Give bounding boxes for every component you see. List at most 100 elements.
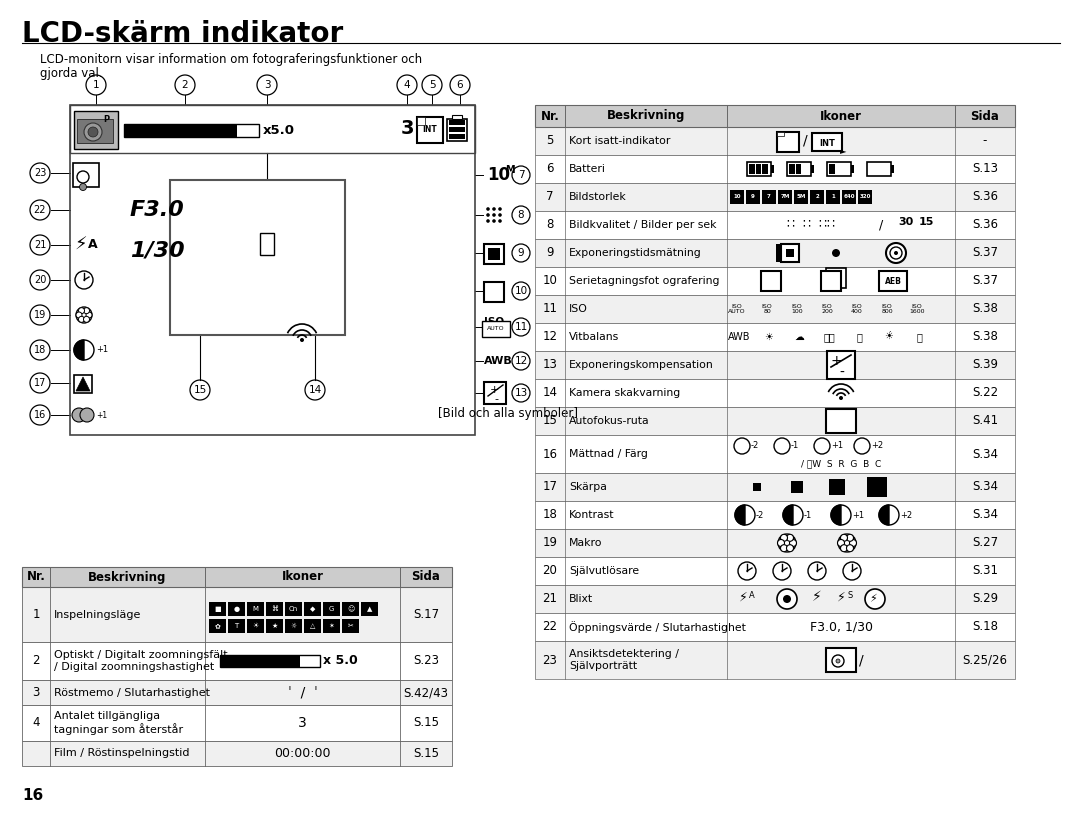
Text: -1: -1 <box>804 510 812 519</box>
Circle shape <box>781 544 787 552</box>
Circle shape <box>498 219 502 222</box>
Text: AEB: AEB <box>885 276 902 285</box>
Text: LCD-skärm indikator: LCD-skärm indikator <box>22 20 343 48</box>
Text: 21: 21 <box>33 240 46 250</box>
Text: +1: +1 <box>831 442 843 451</box>
Text: Kort isatt-indikator: Kort isatt-indikator <box>569 136 671 146</box>
Bar <box>762 190 777 204</box>
Text: 12: 12 <box>514 356 528 366</box>
Circle shape <box>300 338 303 342</box>
Text: S.39: S.39 <box>972 359 998 372</box>
Circle shape <box>738 562 756 580</box>
Text: -: - <box>494 394 498 404</box>
Text: 7: 7 <box>517 170 524 180</box>
Bar <box>891 165 894 173</box>
Bar <box>170 180 345 335</box>
Bar <box>484 282 504 302</box>
Bar <box>535 351 1015 379</box>
Text: 3: 3 <box>298 716 307 730</box>
Text: 15: 15 <box>193 385 206 395</box>
Bar <box>75 111 118 149</box>
Circle shape <box>840 544 848 552</box>
Text: S.31: S.31 <box>972 565 998 578</box>
Text: 4: 4 <box>404 80 410 90</box>
Circle shape <box>814 438 831 454</box>
Circle shape <box>86 312 92 318</box>
Text: S.27: S.27 <box>972 536 998 549</box>
Bar <box>210 619 226 633</box>
Text: Exponeringstidsmätning: Exponeringstidsmätning <box>569 248 702 258</box>
Text: ISO
1600: ISO 1600 <box>909 304 924 315</box>
Text: ⚡: ⚡ <box>869 594 877 604</box>
Bar <box>22 587 453 642</box>
Text: 1: 1 <box>93 80 99 90</box>
Text: Batteri: Batteri <box>569 164 606 174</box>
Bar <box>22 680 453 705</box>
Text: Exponeringskompensation: Exponeringskompensation <box>569 360 714 370</box>
Circle shape <box>72 408 86 422</box>
Circle shape <box>879 505 899 525</box>
Text: Kontrast: Kontrast <box>569 510 615 520</box>
Text: S.34: S.34 <box>972 447 998 460</box>
Circle shape <box>486 207 490 211</box>
Circle shape <box>836 659 840 663</box>
Text: x5.0: x5.0 <box>264 124 295 137</box>
Bar <box>266 619 283 633</box>
Text: S.23: S.23 <box>413 654 438 667</box>
Text: S.34: S.34 <box>972 481 998 494</box>
Bar <box>746 190 760 204</box>
Wedge shape <box>75 340 84 360</box>
Bar <box>342 602 359 616</box>
Text: ▲: ▲ <box>367 606 373 612</box>
Text: Cn: Cn <box>288 606 298 612</box>
Text: INT: INT <box>422 126 437 134</box>
Circle shape <box>781 535 787 541</box>
Bar <box>247 619 264 633</box>
Circle shape <box>735 505 755 525</box>
Text: ☺: ☺ <box>347 606 354 612</box>
Text: M: M <box>505 165 515 175</box>
Bar <box>449 120 465 125</box>
Bar <box>535 295 1015 323</box>
Bar <box>449 127 465 132</box>
Text: Autofokus-ruta: Autofokus-ruta <box>569 416 650 426</box>
Text: 1: 1 <box>832 195 835 200</box>
Text: Inspelningsläge: Inspelningsläge <box>54 610 141 619</box>
Bar <box>488 248 500 260</box>
Bar <box>796 164 801 174</box>
Bar <box>323 602 340 616</box>
Bar <box>303 602 321 616</box>
Circle shape <box>492 214 496 217</box>
Text: ◆: ◆ <box>310 606 315 612</box>
Text: x 5.0: x 5.0 <box>323 654 357 667</box>
Text: ☀̇: ☀̇ <box>885 332 893 342</box>
Circle shape <box>854 438 870 454</box>
Text: 17: 17 <box>33 378 46 388</box>
Bar <box>535 473 1015 501</box>
Text: 23: 23 <box>542 654 557 667</box>
Text: 15: 15 <box>918 217 934 227</box>
Circle shape <box>838 534 856 552</box>
Text: S.38: S.38 <box>972 331 998 343</box>
Text: ⚡: ⚡ <box>739 591 747 603</box>
Text: 20: 20 <box>542 565 557 578</box>
Text: INT: INT <box>819 139 835 148</box>
Circle shape <box>486 219 490 222</box>
Text: 22: 22 <box>542 620 557 633</box>
Text: S.38: S.38 <box>972 302 998 315</box>
Text: 23: 23 <box>33 168 46 178</box>
Circle shape <box>76 307 92 323</box>
Bar <box>266 602 283 616</box>
Text: 9: 9 <box>546 246 554 259</box>
Text: 14: 14 <box>542 386 557 399</box>
Text: 18: 18 <box>33 345 46 355</box>
Bar <box>756 164 761 174</box>
Text: 3: 3 <box>32 686 40 699</box>
Text: T: T <box>234 623 239 629</box>
Text: Sida: Sida <box>971 109 999 122</box>
Text: S.22: S.22 <box>972 386 998 399</box>
Wedge shape <box>879 505 889 525</box>
Text: G: G <box>328 606 334 612</box>
Text: ISO
200: ISO 200 <box>821 304 833 315</box>
Circle shape <box>80 408 94 422</box>
